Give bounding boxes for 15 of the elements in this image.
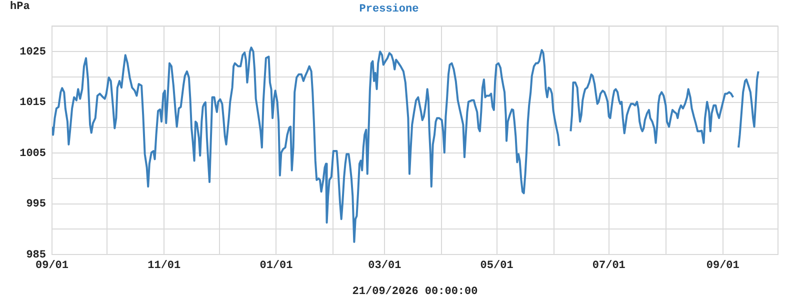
x-tick-label: 05/01 <box>480 260 514 272</box>
chart-title: Pressione <box>359 3 420 16</box>
x-tick-label: 09/01 <box>706 260 740 272</box>
x-tick-label: 03/01 <box>368 260 402 272</box>
y-tick-label: 995 <box>26 198 46 211</box>
y-axis-title: hPa <box>10 1 30 13</box>
x-tick-label: 01/01 <box>260 260 294 272</box>
x-tick-label: 09/01 <box>35 260 69 272</box>
y-tick-label: 1005 <box>20 148 46 160</box>
y-tick-label: 1015 <box>20 97 46 110</box>
x-tick-label: 07/01 <box>592 260 626 272</box>
y-tick-label: 985 <box>26 249 46 262</box>
y-tick-label: 1025 <box>20 46 46 58</box>
x-axis-title: 21/09/2026 00:00:00 <box>352 286 478 298</box>
x-tick-label: 11/01 <box>148 260 182 272</box>
